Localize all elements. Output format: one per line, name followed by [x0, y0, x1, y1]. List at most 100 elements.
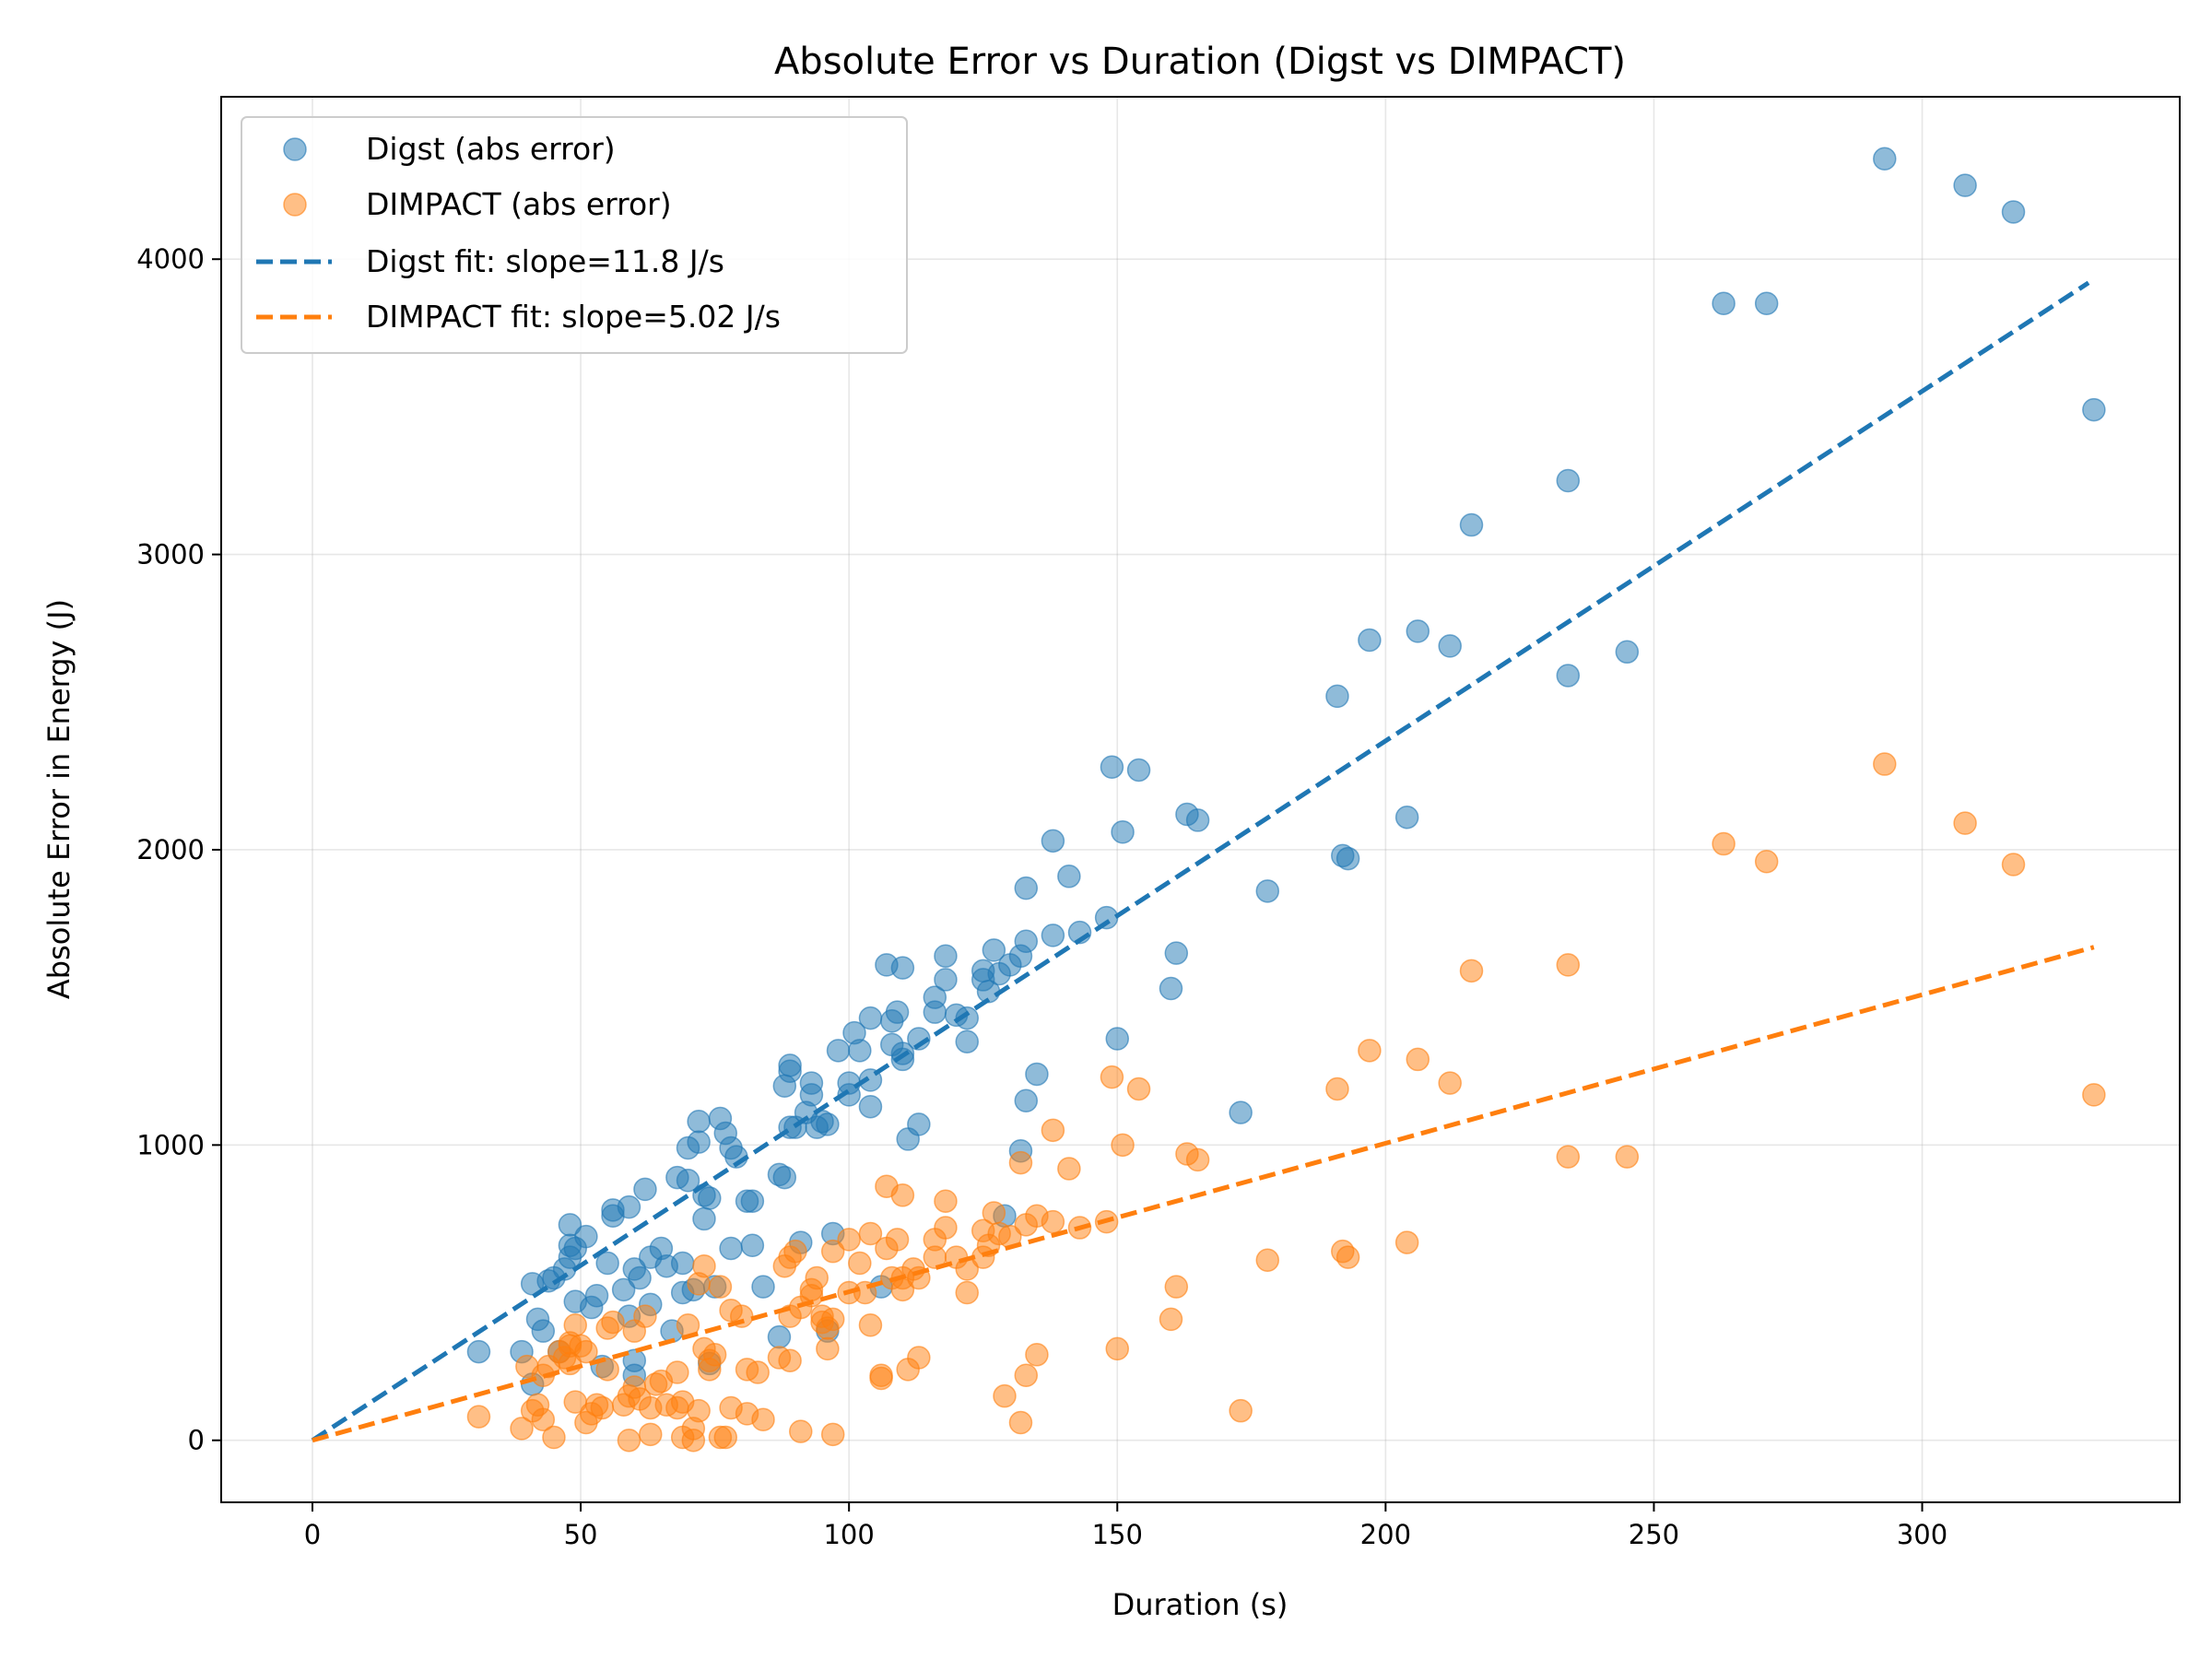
dimpact-point: [617, 1428, 641, 1453]
digst-point: [633, 1177, 657, 1202]
digst-point: [719, 1236, 743, 1261]
dimpact-point: [820, 1422, 845, 1447]
legend-label-digst-fit: Digst fit: slope=11.8 J/s: [366, 243, 724, 279]
legend-label-dimpact: DIMPACT (abs error): [366, 186, 672, 222]
dimpact-point: [2082, 1083, 2106, 1107]
digst-point: [1057, 865, 1081, 888]
dimpact-point: [1325, 1077, 1349, 1101]
x-tick-label: 300: [1897, 1519, 1947, 1550]
dimpact-point: [542, 1425, 566, 1450]
dimpact-point: [665, 1360, 689, 1384]
dimpact-point: [837, 1228, 861, 1252]
dimpact-point: [466, 1405, 491, 1429]
digst-point: [923, 1000, 947, 1024]
digst-point: [1335, 846, 1360, 871]
dimpact-point: [1041, 1209, 1065, 1234]
digst-point: [584, 1283, 609, 1308]
dimpact-point: [1754, 850, 1779, 874]
dimpact-point: [805, 1265, 829, 1290]
digst-point: [848, 1039, 872, 1063]
digst-point: [687, 1130, 711, 1154]
dimpact-point: [1014, 1363, 1039, 1387]
digst-point: [1438, 634, 1462, 658]
digst-point: [778, 1053, 802, 1077]
dimpact-point: [595, 1358, 619, 1382]
dimpact-point: [1185, 1147, 1210, 1172]
dimpact-point: [574, 1339, 598, 1364]
digst-point: [1953, 173, 1977, 197]
dimpact-point: [1126, 1077, 1151, 1101]
digst-point: [885, 1000, 910, 1024]
dimpact-point: [1438, 1071, 1462, 1095]
digst-point: [1229, 1100, 1253, 1124]
digst-point: [2001, 200, 2026, 224]
digst-point: [1873, 147, 1897, 171]
digst-point: [1615, 640, 1640, 665]
dimpact-point: [1008, 1150, 1033, 1175]
digst-point: [698, 1186, 722, 1210]
digst-point: [1754, 291, 1779, 316]
legend-label-dimpact-fit: DIMPACT fit: slope=5.02 J/s: [366, 299, 781, 335]
digst-fit-line: [311, 280, 2090, 1442]
dimpact-point: [1406, 1047, 1430, 1072]
dimpact-point: [820, 1307, 845, 1332]
dimpact-point: [2001, 853, 2026, 877]
digst-point: [1100, 755, 1124, 780]
digst-point: [858, 1006, 883, 1030]
legend-label-digst: Digst (abs error): [366, 131, 616, 167]
digst-point: [1185, 808, 1210, 832]
dimpact-point: [820, 1239, 845, 1264]
legend-marker-digst: [283, 137, 307, 161]
dimpact-point: [982, 1201, 1006, 1225]
dimpact-point: [1358, 1039, 1382, 1063]
dimpact-point: [934, 1189, 958, 1213]
legend-marker-dimpact: [283, 193, 307, 217]
digst-point: [890, 956, 915, 980]
dimpact-point: [955, 1280, 979, 1305]
dimpact-point: [563, 1313, 587, 1337]
dimpact-point: [708, 1275, 733, 1299]
x-tick-label: 150: [1092, 1519, 1143, 1550]
dimpact-point: [746, 1360, 770, 1384]
dimpact-point: [1057, 1157, 1081, 1181]
x-axis-label: Duration (s): [1112, 1587, 1288, 1622]
digst-point: [1041, 829, 1065, 853]
digst-point: [1556, 468, 1581, 493]
dimpact-point: [816, 1336, 840, 1361]
x-tick-label: 50: [564, 1519, 598, 1550]
dimpact-point: [1953, 811, 1977, 835]
chart-title: Absolute Error vs Duration (Digst vs DIM…: [774, 41, 1626, 83]
legend: Digst (abs error) DIMPACT (abs error) Di…: [241, 116, 908, 354]
digst-point: [628, 1265, 652, 1290]
dimpact-point: [778, 1348, 802, 1372]
dimpact-point: [590, 1395, 615, 1420]
digst-point: [670, 1251, 695, 1276]
y-tick-label: 1000: [136, 1129, 205, 1160]
digst-point: [740, 1189, 765, 1213]
digst-point: [1111, 819, 1135, 844]
digst-point: [687, 1109, 711, 1134]
dimpact-point: [1335, 1245, 1360, 1269]
dimpact-point: [1615, 1145, 1640, 1169]
digst-point: [799, 1071, 824, 1095]
digst-point: [1164, 941, 1189, 965]
dimpact-point: [1164, 1275, 1189, 1299]
legend-box: [241, 116, 908, 354]
digst-point: [1025, 1062, 1049, 1087]
dimpact-point: [1255, 1248, 1280, 1273]
dimpact-point: [783, 1239, 807, 1264]
digst-point: [611, 1277, 636, 1302]
dimpact-point: [1459, 959, 1484, 983]
dimpact-point: [687, 1398, 711, 1423]
digst-point: [858, 1094, 883, 1119]
y-tick-label: 4000: [136, 243, 205, 275]
dimpact-point: [1025, 1343, 1049, 1367]
digst-point: [1014, 1088, 1039, 1113]
dimpact-point: [639, 1422, 663, 1447]
dimpact-point: [848, 1251, 872, 1276]
digst-point: [1255, 879, 1280, 903]
digst-point: [2082, 397, 2106, 422]
digst-point: [767, 1324, 792, 1349]
digst-point: [676, 1169, 700, 1193]
dimpact-point: [510, 1417, 534, 1441]
